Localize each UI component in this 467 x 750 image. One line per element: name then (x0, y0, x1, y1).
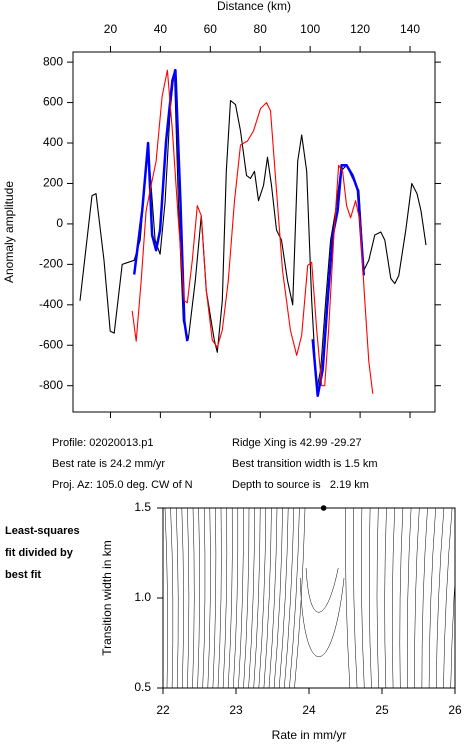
y-tick-label: -400 (39, 297, 63, 311)
data-line (79, 69, 427, 391)
contour-line (258, 508, 267, 688)
data-line (132, 68, 189, 342)
contour-line (384, 508, 387, 688)
contour-line (289, 508, 300, 688)
contour-line (443, 508, 453, 688)
info-text: Profile: 02020013.p1 (52, 437, 154, 449)
info-text: Best transition width is 1.5 km (232, 458, 378, 470)
x-tick-label: 100 (300, 22, 320, 36)
x-tick-label: 140 (400, 22, 420, 36)
side-label: Least-squares (5, 525, 80, 537)
contour-line (248, 508, 255, 688)
info-text: Depth to source is 2.19 km (232, 479, 369, 491)
plot-frame (162, 507, 456, 689)
side-label: best fit (5, 569, 41, 581)
y-tick-label: 1.0 (134, 590, 151, 604)
contour-line (273, 508, 283, 688)
contour-line (353, 508, 358, 688)
y-axis-title: Transition width in km (100, 540, 114, 656)
contour-line (299, 577, 345, 657)
contour-line (233, 508, 239, 688)
contour-line (284, 508, 295, 688)
contour-line (227, 508, 233, 688)
data-line (311, 164, 366, 398)
contour-line (207, 508, 211, 688)
x-axis-title: Rate in mm/yr (272, 728, 347, 742)
contour-line (305, 567, 339, 613)
contour-line (253, 508, 261, 688)
contour-line (217, 508, 222, 688)
y-tick-label: 0 (56, 216, 63, 230)
contour-line (368, 508, 372, 688)
contour-line (376, 508, 379, 688)
contour-line (192, 508, 195, 688)
contour-line (212, 508, 217, 688)
contour-line (392, 508, 395, 688)
x-tick-label: 80 (254, 22, 268, 36)
side-label: fit divided by (5, 547, 74, 559)
contour-line (181, 508, 184, 688)
contour-line (345, 508, 351, 688)
y-tick-label: 0.5 (134, 680, 151, 694)
contour-line (197, 508, 200, 688)
contour-line (278, 508, 289, 688)
x-tick-label: 60 (204, 22, 218, 36)
contour-line (238, 508, 244, 688)
contour-line (421, 508, 428, 688)
y-tick-label: 800 (43, 54, 63, 68)
contour-line (428, 508, 436, 688)
contour-line (243, 508, 250, 688)
x-tick-label: 23 (229, 703, 243, 717)
x-tick-label: 20 (104, 22, 118, 36)
y-tick-label: 400 (43, 135, 63, 149)
y-tick-label: 200 (43, 176, 63, 190)
contour-line (175, 508, 179, 688)
best-fit-point (320, 505, 327, 511)
x-tick-label: 24 (302, 703, 316, 717)
x-tick-label: 25 (375, 703, 389, 717)
contour-lines (164, 508, 467, 688)
x-tick-label: 120 (350, 22, 370, 36)
contour-line (187, 508, 190, 688)
contour-line (222, 508, 228, 688)
x-tick-label: 26 (448, 703, 462, 717)
plot-frame (72, 51, 436, 413)
contour-line (170, 508, 174, 688)
y-tick-label: 600 (43, 95, 63, 109)
contour-line (414, 508, 420, 688)
contour-line (268, 508, 278, 688)
contour-line (458, 508, 467, 688)
contour-line (406, 508, 412, 688)
contour-line (361, 508, 365, 688)
info-text: Proj. Az: 105.0 deg. CW of N (52, 479, 193, 491)
contour-line (263, 508, 272, 688)
info-text: Best rate is 24.2 mm/yr (52, 458, 165, 470)
contour-line (202, 508, 206, 688)
x-axis-title: Distance (km) (217, 0, 291, 13)
x-tick-label: 40 (154, 22, 168, 36)
contour-line (164, 508, 168, 688)
contour-line (436, 508, 445, 688)
contour-line (450, 576, 455, 688)
x-tick-label: 22 (156, 703, 170, 717)
y-axis-title: Anomaly amplitude (2, 181, 16, 283)
y-tick-label: -600 (39, 337, 63, 351)
y-tick-label: -800 (39, 378, 63, 392)
y-tick-label: 1.5 (134, 500, 151, 514)
y-tick-label: -200 (39, 257, 63, 271)
info-text: Ridge Xing is 42.99 -29.27 (232, 437, 362, 449)
data-line (131, 69, 374, 394)
contour-line (399, 508, 404, 688)
